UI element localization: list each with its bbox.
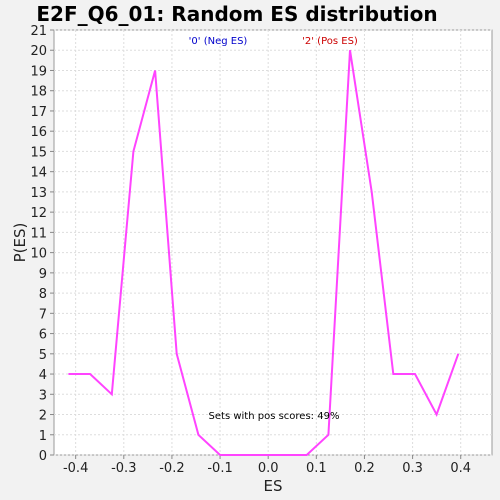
y-tick-label: 1 xyxy=(39,429,47,444)
x-tick-label: -0.4 xyxy=(63,461,88,476)
annotation: Sets with pos scores: 49% xyxy=(209,411,340,422)
y-tick-label: 19 xyxy=(30,64,47,79)
y-tick-label: 18 xyxy=(30,85,47,100)
y-tick-label: 0 xyxy=(39,449,47,464)
legend-entry: '2' (Pos ES) xyxy=(302,36,358,47)
chart-title: E2F_Q6_01: Random ES distribution xyxy=(36,2,438,26)
y-axis-label: P(ES) xyxy=(11,223,29,263)
plot-area xyxy=(53,29,493,456)
y-tick-label: 16 xyxy=(30,125,47,140)
y-tick-label: 14 xyxy=(30,166,47,181)
y-tick-label: 8 xyxy=(39,287,47,302)
y-tick-label: 12 xyxy=(30,206,47,221)
y-tick-label: 11 xyxy=(30,226,47,241)
y-tick-label: 3 xyxy=(39,388,47,403)
legend: '0' (Neg ES) '2' (Pos ES) xyxy=(189,36,358,47)
x-tick-label: -0.3 xyxy=(111,461,136,476)
y-tick-label: 21 xyxy=(30,24,47,39)
x-tick-label: 0.2 xyxy=(354,461,375,476)
x-tick-label: -0.1 xyxy=(207,461,232,476)
y-tick-label: 20 xyxy=(30,44,47,59)
x-tick-label: 0.3 xyxy=(402,461,423,476)
y-tick-label: 2 xyxy=(39,409,47,424)
y-tick-label: 6 xyxy=(39,328,47,343)
x-axis-ticks: -0.4 -0.3 -0.2 -0.1 0.0 0.1 0.2 0.3 0.4 xyxy=(63,455,471,476)
series-line xyxy=(68,50,460,456)
series-layer xyxy=(68,50,460,456)
y-tick-label: 7 xyxy=(39,307,47,322)
x-tick-label: -0.2 xyxy=(159,461,184,476)
x-axis-label: ES xyxy=(264,477,283,495)
legend-entry: '0' (Neg ES) xyxy=(189,36,248,47)
y-tick-label: 9 xyxy=(39,267,47,282)
y-tick-label: 13 xyxy=(30,186,47,201)
y-tick-label: 10 xyxy=(30,247,47,262)
y-tick-label: 5 xyxy=(39,348,47,363)
x-tick-label: 0.1 xyxy=(306,461,327,476)
y-tick-label: 17 xyxy=(30,105,47,120)
y-tick-label: 4 xyxy=(39,368,47,383)
x-tick-label: 0.4 xyxy=(450,461,471,476)
y-tick-label: 15 xyxy=(30,145,47,160)
x-tick-label: 0.0 xyxy=(258,461,279,476)
